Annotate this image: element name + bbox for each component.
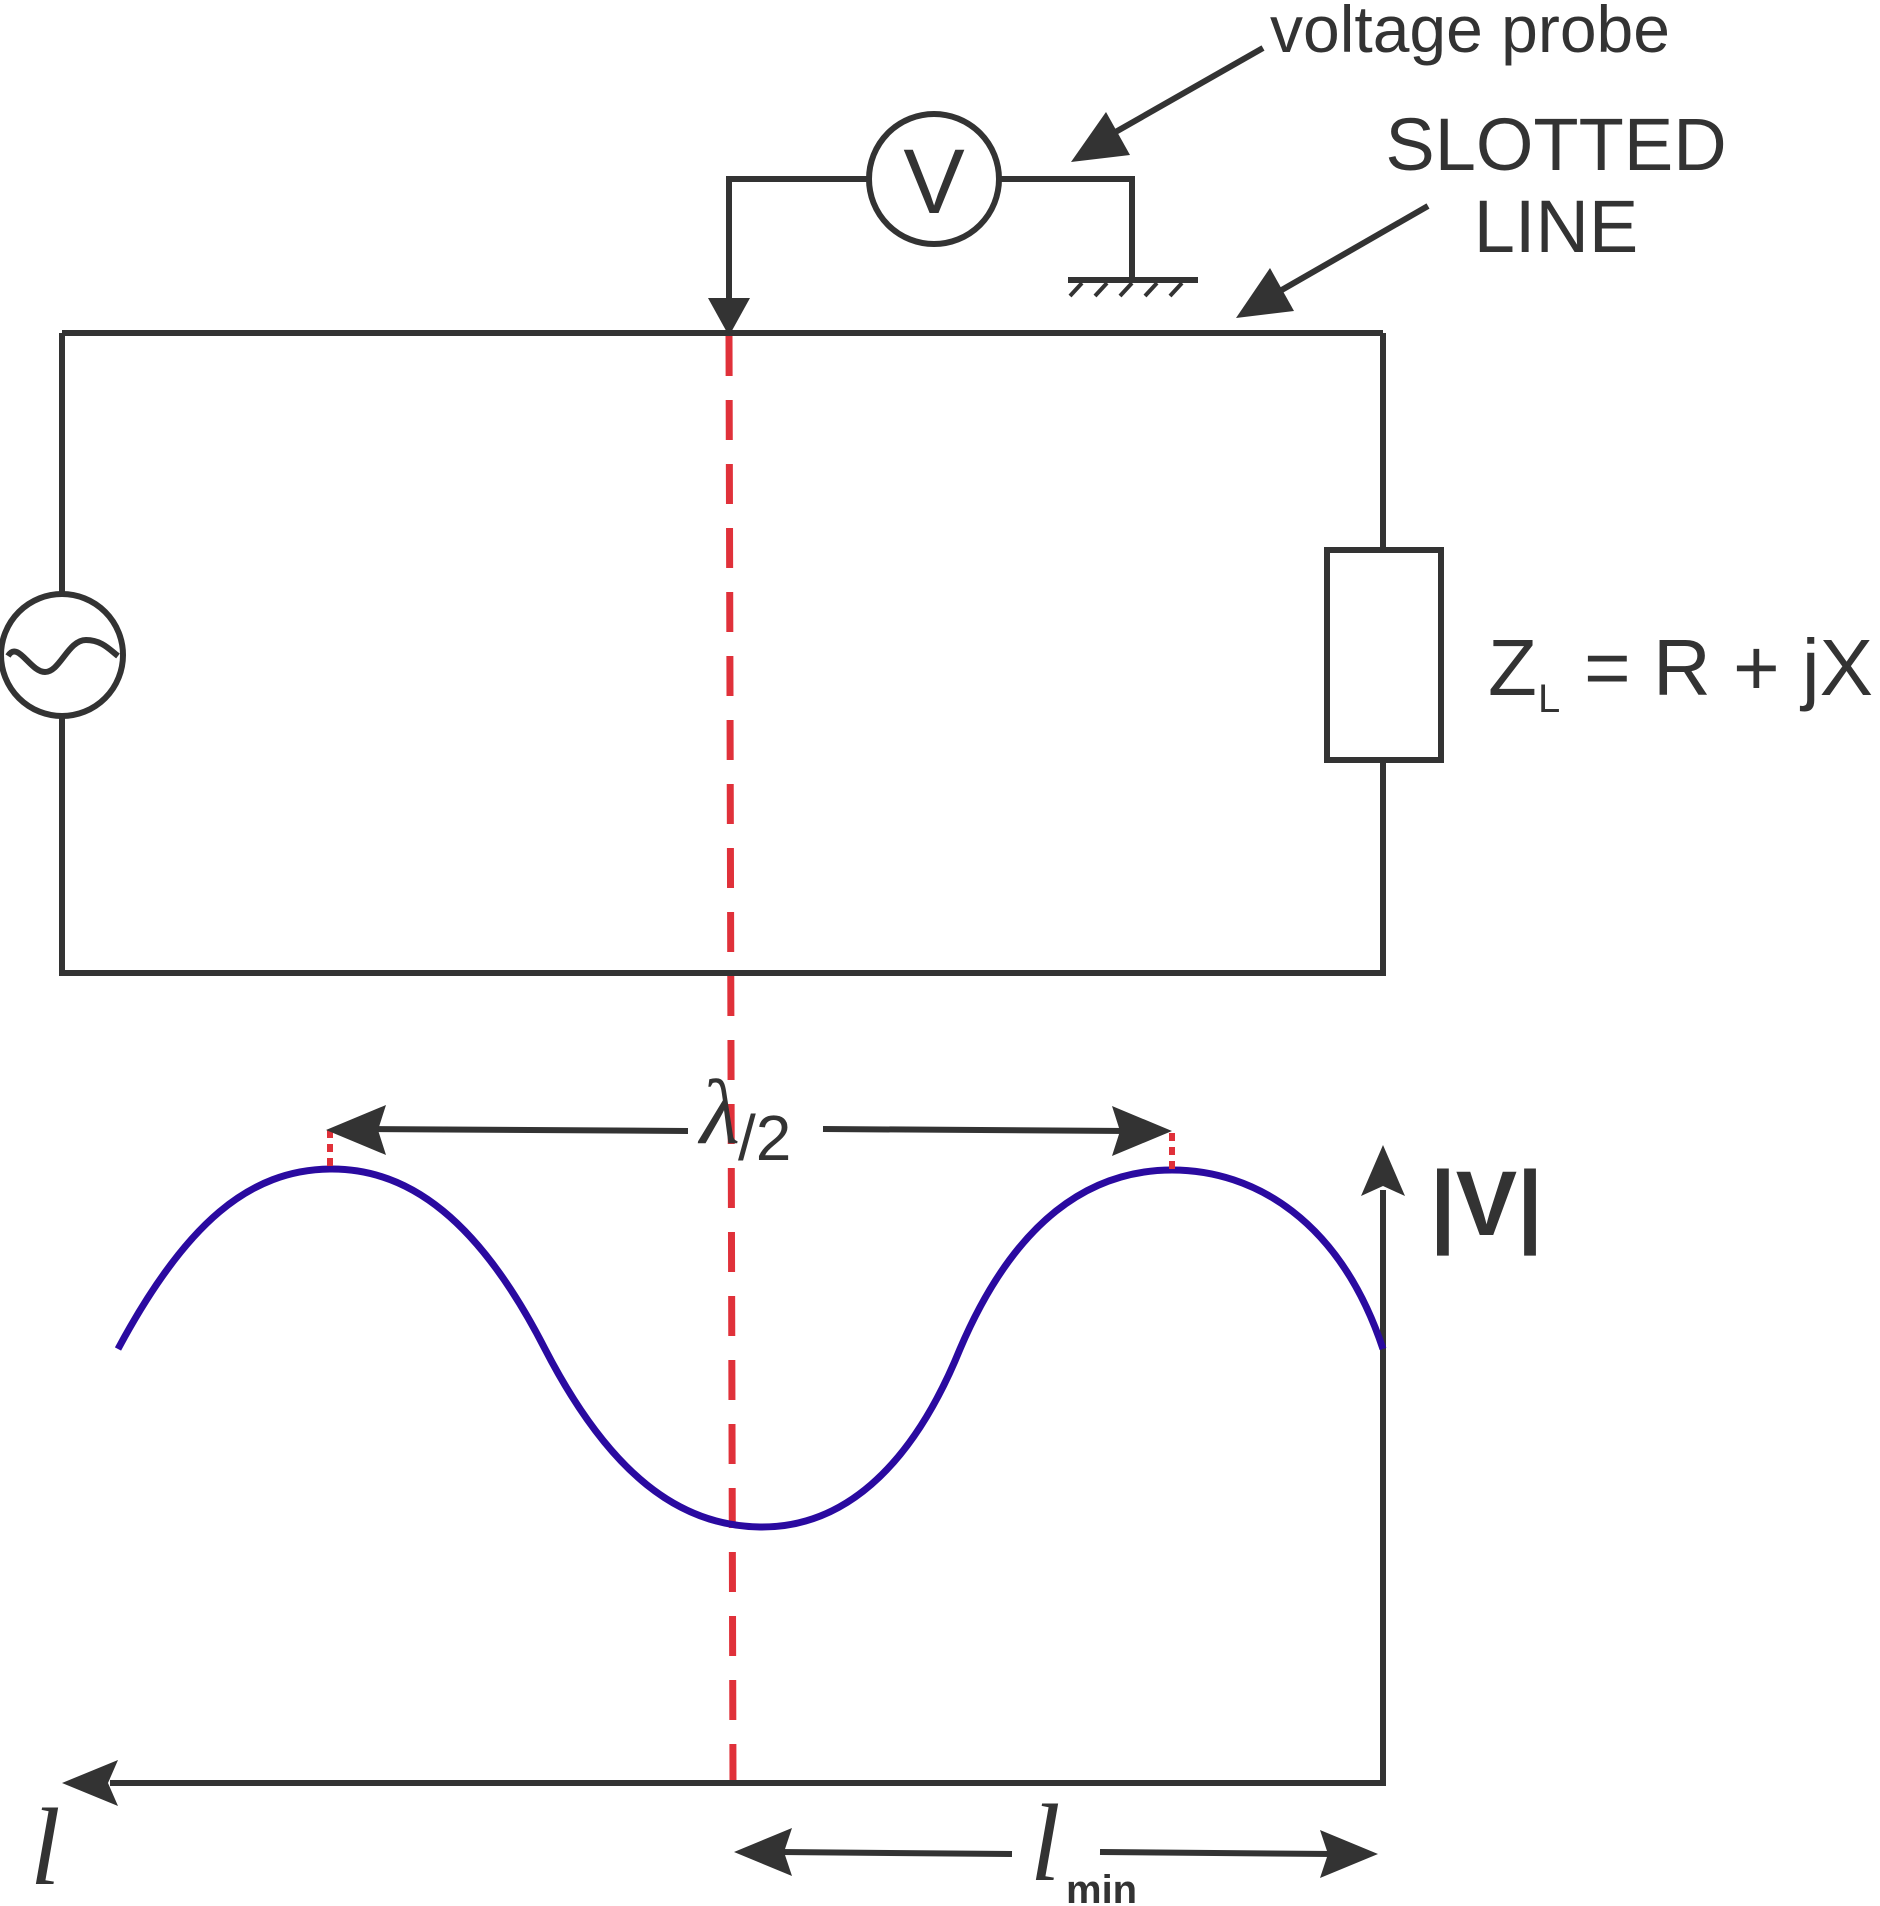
half-wavelength-dimension: λ /2 [326,1061,1172,1174]
lmin-subscript: min [1066,1868,1137,1906]
v-axis-label: |V| [1430,1153,1543,1256]
transmission-line [59,330,1386,976]
load-subscript: L [1538,677,1560,721]
load-label: Z L = R + jX [1488,623,1873,721]
load-equation: = R + jX [1584,623,1873,712]
slotted-line-callout: SLOTTED LINE [1236,103,1727,318]
load-z: Z [1488,623,1537,712]
v-axis-arrow-icon [1361,1145,1405,1196]
lmin-l: l [1030,1782,1061,1904]
ac-source-icon [0,591,126,719]
voltage-standing-wave [114,1165,1387,1531]
lambda-symbol: λ [697,1061,740,1163]
voltage-probe-label: voltage probe [1270,0,1670,66]
load-impedance [1324,547,1444,763]
l-axis-arrow-icon [62,1760,118,1806]
ground-icon [1068,277,1198,298]
l-axis-label: l [30,1786,61,1906]
slotted-label-line2: LINE [1474,185,1639,268]
slotted-label-line1: SLOTTED [1385,103,1726,186]
lambda-denominator: /2 [738,1102,791,1174]
voltmeter-symbol: V [903,131,964,233]
standing-wave-plot: |V| l λ /2 l min [30,1061,1543,1906]
voltmeter: V [708,111,1135,336]
probe-position-marker [725,335,737,1787]
lmin-dimension: l min [734,1782,1378,1906]
voltage-probe-callout: voltage probe [1071,0,1670,162]
